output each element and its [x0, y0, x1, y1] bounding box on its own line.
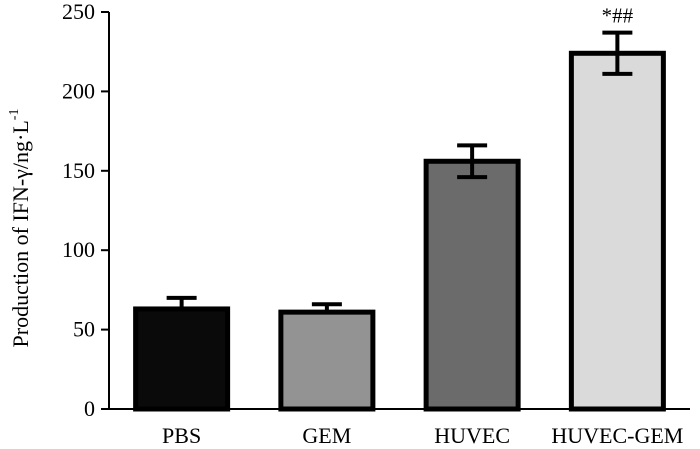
y-axis-title-superscript: -1 — [7, 109, 22, 121]
bar-group-gem — [278, 302, 376, 412]
category-labels: PBS GEM HUVEC HUVEC-GEM — [162, 423, 683, 448]
y-tick-label: 0 — [84, 396, 95, 421]
y-tick-label: 150 — [62, 158, 95, 183]
y-tick-label: 50 — [73, 317, 95, 342]
bars: *## — [133, 4, 666, 412]
y-axis-title-text: Production of IFN-γ/ng·L — [8, 120, 33, 347]
significance-annotation: *## — [602, 4, 634, 28]
bar — [133, 306, 231, 412]
y-axis: 0 50 100 150 200 250 — [62, 0, 110, 421]
y-tick-label: 200 — [62, 78, 95, 103]
bar-group-pbs — [133, 295, 231, 412]
bar — [423, 158, 521, 412]
bar-group-huvec-gem: *## — [568, 4, 666, 412]
bar — [278, 309, 376, 412]
category-label: HUVEC-GEM — [551, 423, 683, 448]
y-axis-title: Production of IFN-γ/ng·L-1 — [7, 109, 33, 348]
bar — [568, 50, 666, 412]
bar-group-huvec — [423, 143, 521, 412]
y-tick-label: 100 — [62, 237, 95, 262]
y-tick-label: 250 — [62, 0, 95, 24]
category-label: HUVEC — [434, 423, 510, 448]
category-label: GEM — [302, 423, 351, 448]
category-label: PBS — [162, 423, 201, 448]
y-ticks: 0 50 100 150 200 250 — [62, 0, 109, 421]
